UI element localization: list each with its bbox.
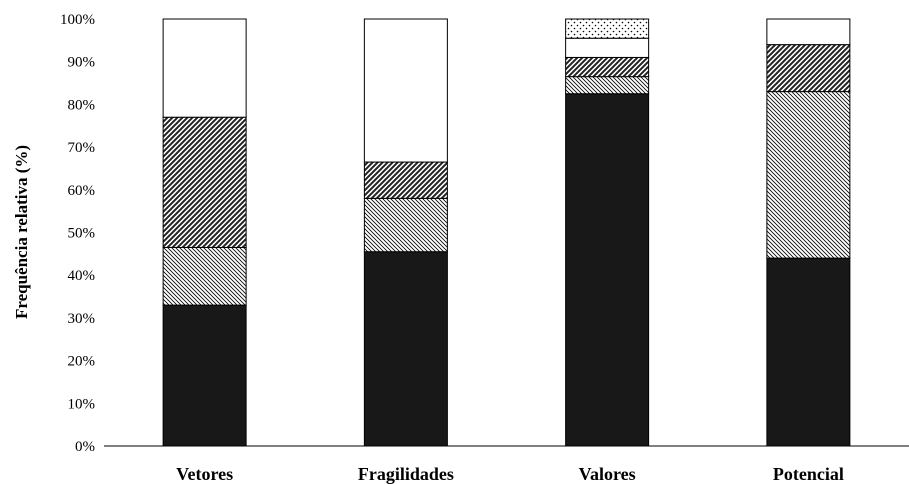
y-tick-label: 40% <box>68 268 96 284</box>
bar-segment <box>766 257 851 447</box>
bar-segment <box>162 246 247 306</box>
bar-segment <box>766 44 851 93</box>
bar-segment <box>565 76 650 95</box>
bar-segment <box>162 304 247 447</box>
x-axis-labels: Vetores Fragilidades Valores Potencial <box>176 464 844 484</box>
y-tick-label: 70% <box>68 140 96 156</box>
y-tick-label: 10% <box>68 396 96 412</box>
bar-segment <box>162 116 247 248</box>
bar-segment <box>565 18 650 39</box>
y-tick-label: 0% <box>75 439 95 455</box>
bar-segment <box>363 161 448 199</box>
y-tick-label: 60% <box>68 183 96 199</box>
y-tick-label: 30% <box>68 311 96 327</box>
y-tick-label: 80% <box>68 97 96 113</box>
bar-segment <box>565 56 650 78</box>
bar-segment <box>363 18 448 163</box>
bar-segment <box>162 18 247 118</box>
y-tick-label: 90% <box>68 55 96 71</box>
x-category-label: Potencial <box>773 464 844 484</box>
y-tick-label: 100% <box>60 12 95 28</box>
bar-segment <box>363 197 448 253</box>
y-tick-label: 20% <box>68 354 96 370</box>
y-axis-ticks: 0% 10% 20% 30% 40% 50% 60% 70% 80% 90% 100% <box>60 12 95 455</box>
x-category-label: Valores <box>579 464 636 484</box>
bar-segment <box>565 93 650 447</box>
bar-segment <box>565 37 650 58</box>
bar-segment <box>766 18 851 46</box>
bar-segment <box>766 91 851 259</box>
bar-segment <box>363 251 448 447</box>
x-category-label: Vetores <box>176 464 233 484</box>
y-axis-title: Frequência relativa (%) <box>12 145 31 319</box>
bars <box>162 18 851 447</box>
y-tick-label: 50% <box>68 226 96 242</box>
x-category-label: Fragilidades <box>358 464 454 484</box>
